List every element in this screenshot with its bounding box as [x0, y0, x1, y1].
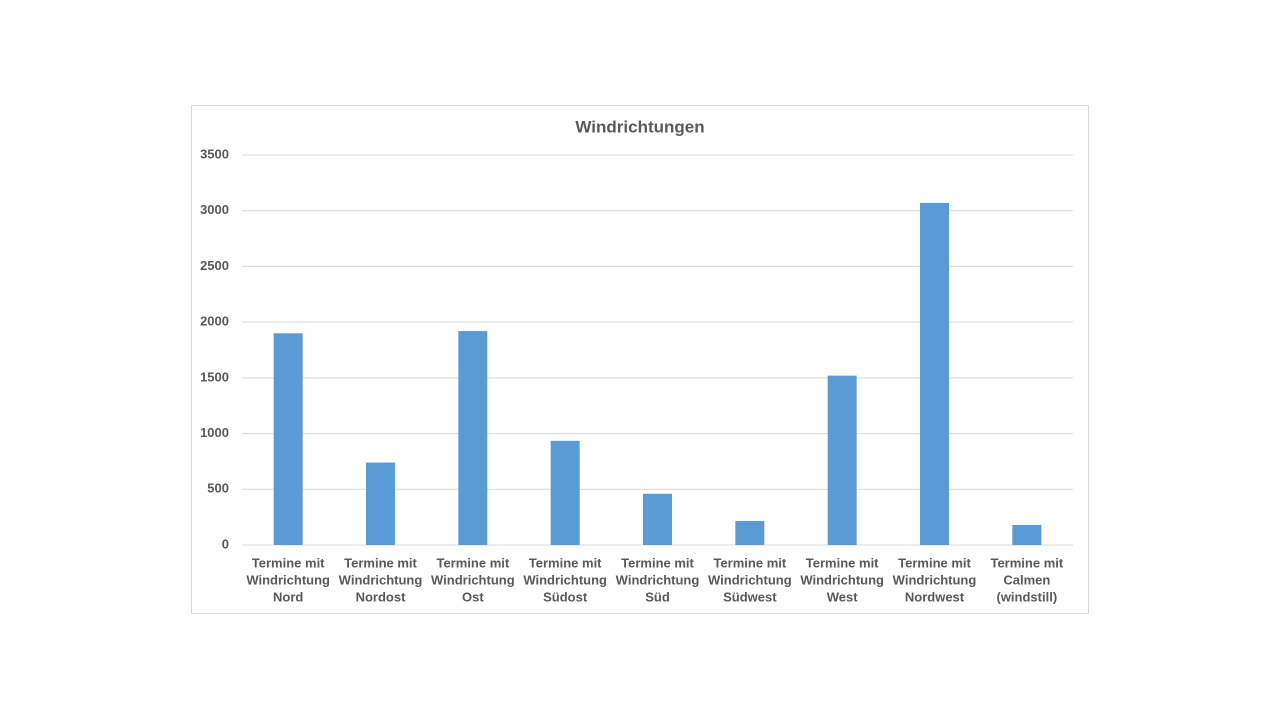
x-tick-label: Termine mit [436, 555, 509, 570]
bar [643, 493, 672, 545]
x-tick-label: Windrichtung [339, 572, 423, 587]
x-tick-label: Windrichtung [616, 572, 700, 587]
y-tick-label: 2000 [200, 314, 229, 329]
bar [735, 521, 765, 545]
x-tick-label: Windrichtung [246, 572, 330, 587]
x-tick-label: Termine mit [713, 555, 786, 570]
x-tick-label: Windrichtung [893, 572, 977, 587]
x-tick-label: Nordost [356, 589, 407, 604]
x-tick-label: Termine mit [898, 555, 971, 570]
bar [273, 333, 303, 545]
x-tick-label: Nordwest [905, 589, 965, 604]
x-tick-label: Südwest [723, 589, 777, 604]
x-tick-label: Calmen [1003, 572, 1050, 587]
x-tick-label: Termine mit [621, 555, 694, 570]
x-tick-label: Windrichtung [800, 572, 884, 587]
x-tick-label: Nord [273, 589, 303, 604]
x-tick-label: Termine mit [806, 555, 879, 570]
x-tick-label: Termine mit [990, 555, 1063, 570]
y-tick-label: 2500 [200, 258, 229, 273]
x-tick-label: West [827, 589, 858, 604]
x-tick-label: Südost [543, 589, 588, 604]
y-tick-label: 0 [222, 536, 229, 551]
bar [920, 202, 949, 545]
y-tick-label: 500 [207, 481, 229, 496]
bar [458, 331, 488, 545]
y-tick-label: 3500 [200, 146, 229, 161]
bar [1012, 524, 1042, 545]
x-tick-label: Termine mit [344, 555, 417, 570]
x-tick-label: Ost [462, 589, 484, 604]
x-tick-label: (windstill) [996, 589, 1057, 604]
x-tick-label: Windrichtung [708, 572, 792, 587]
bar [827, 375, 857, 545]
y-tick-label: 3000 [200, 202, 229, 217]
chart-frame [191, 105, 1089, 614]
x-tick-label: Termine mit [252, 555, 325, 570]
x-tick-label: Termine mit [529, 555, 602, 570]
y-tick-label: 1000 [200, 425, 229, 440]
x-tick-label: Windrichtung [523, 572, 607, 587]
bar [550, 440, 580, 545]
chart-title: Windrichtungen [575, 117, 704, 136]
bar [366, 462, 395, 545]
y-tick-label: 1500 [200, 369, 229, 384]
x-tick-label: Süd [645, 589, 670, 604]
x-tick-label: Windrichtung [431, 572, 515, 587]
